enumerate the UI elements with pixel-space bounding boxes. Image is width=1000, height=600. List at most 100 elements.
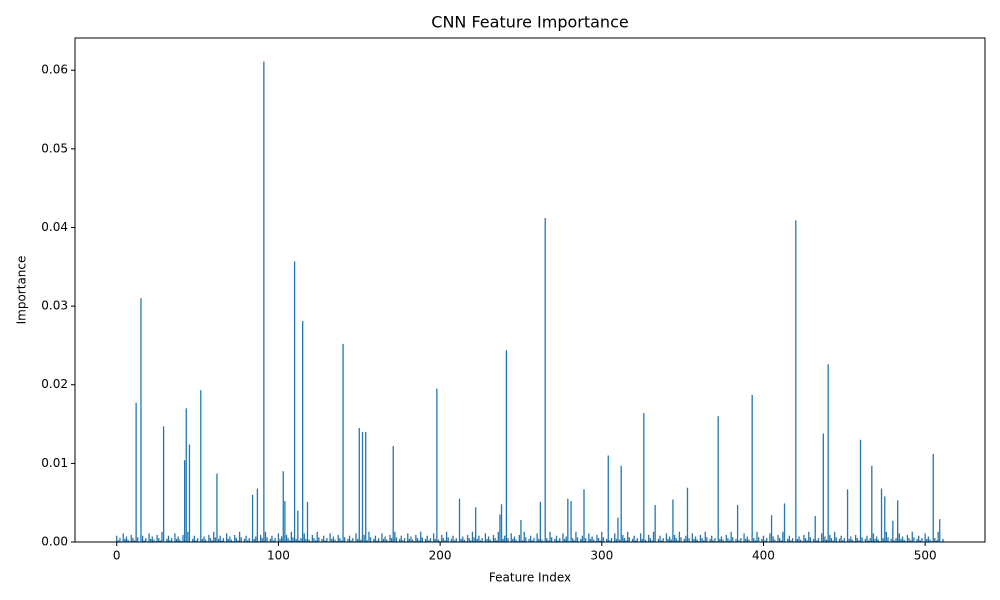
bar — [487, 536, 490, 542]
bar — [247, 540, 249, 542]
bar — [709, 538, 711, 542]
bar — [620, 465, 622, 542]
bar — [436, 388, 438, 542]
bar — [460, 538, 462, 542]
bar — [662, 538, 664, 542]
bar — [699, 534, 702, 542]
bar — [119, 538, 121, 542]
bar — [384, 536, 386, 542]
bar — [821, 533, 823, 542]
bar — [196, 538, 199, 542]
bar — [867, 540, 870, 542]
bar — [686, 487, 689, 542]
bar — [895, 538, 897, 542]
bar — [183, 460, 186, 542]
bar — [583, 489, 585, 542]
bar — [394, 531, 396, 542]
bar — [596, 534, 598, 542]
bar — [693, 538, 695, 542]
bar — [277, 533, 280, 542]
bar — [314, 540, 317, 542]
bar — [536, 533, 538, 542]
bar — [219, 535, 221, 542]
bar — [817, 538, 820, 542]
y-tick-label: 0.03 — [41, 299, 68, 313]
bar — [502, 538, 504, 542]
bar — [133, 540, 136, 542]
bar — [331, 538, 333, 542]
bar — [777, 534, 779, 542]
bar — [174, 533, 176, 542]
bar — [730, 531, 732, 542]
bar — [192, 538, 194, 542]
bar — [782, 531, 784, 542]
bar — [323, 535, 325, 542]
bar — [601, 531, 603, 542]
bar — [497, 531, 499, 542]
bar — [280, 536, 283, 542]
bar — [374, 535, 377, 542]
bar — [764, 540, 766, 542]
bar — [643, 413, 645, 542]
bar — [670, 539, 672, 542]
bar — [909, 540, 912, 542]
bar — [266, 537, 268, 542]
bar — [541, 539, 543, 542]
bar — [675, 538, 677, 542]
bar — [259, 534, 262, 542]
bar — [597, 538, 600, 542]
bar — [122, 533, 124, 542]
bar — [557, 540, 559, 542]
bar — [932, 453, 934, 542]
bar — [525, 537, 527, 542]
bar — [125, 536, 128, 542]
bar — [727, 538, 729, 542]
bar — [159, 540, 162, 542]
bar — [913, 537, 915, 542]
bar — [324, 540, 326, 542]
x-tick-label: 400 — [752, 549, 775, 563]
bar — [843, 538, 845, 542]
bar — [893, 540, 896, 542]
bar — [728, 540, 731, 542]
bar — [701, 538, 703, 542]
bar — [787, 538, 789, 542]
bar — [187, 531, 189, 542]
bar — [871, 465, 873, 542]
bar — [355, 533, 357, 542]
bar — [337, 534, 339, 542]
bar — [939, 519, 941, 542]
bar — [352, 538, 354, 542]
bar — [576, 537, 579, 542]
bar — [293, 261, 296, 542]
bar — [696, 539, 698, 542]
bar — [766, 538, 768, 542]
bar — [381, 533, 383, 542]
bar — [673, 534, 676, 542]
bar — [373, 538, 375, 542]
bar — [368, 531, 370, 542]
bar — [927, 536, 930, 542]
bar — [193, 535, 195, 542]
bar — [416, 538, 419, 542]
bar — [869, 538, 871, 542]
bar — [504, 535, 506, 542]
bar — [235, 538, 238, 542]
bar — [361, 431, 364, 542]
bar — [562, 533, 564, 542]
bar — [531, 540, 533, 542]
bar — [135, 402, 137, 542]
bar — [942, 538, 944, 542]
bar — [356, 538, 359, 542]
bar — [476, 538, 478, 542]
bar — [605, 538, 608, 542]
bar — [720, 536, 723, 542]
bar — [462, 536, 464, 542]
bar — [300, 538, 302, 542]
bar — [580, 538, 582, 542]
bar — [866, 535, 868, 542]
bar — [796, 538, 799, 542]
bar — [565, 536, 567, 542]
bar — [350, 540, 352, 542]
bar — [563, 538, 566, 542]
